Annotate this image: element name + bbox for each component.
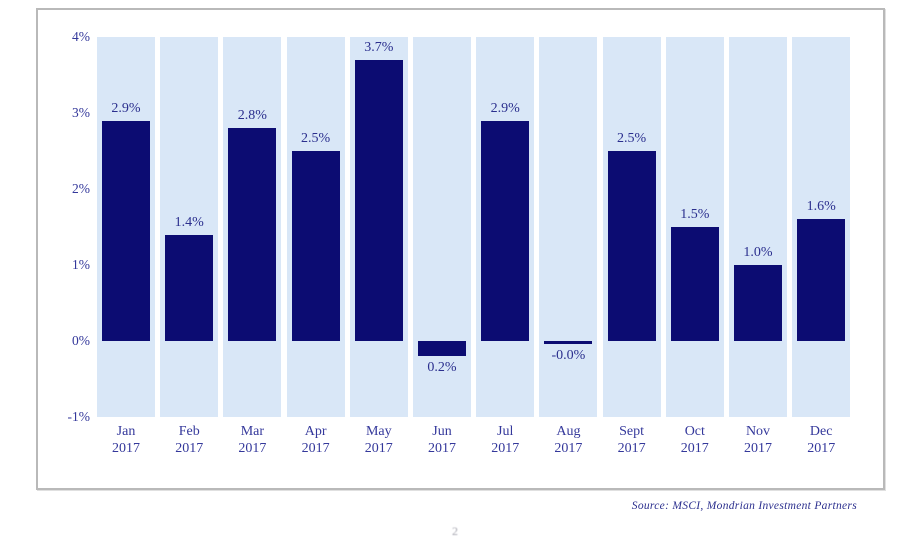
y-tick-label: 3% xyxy=(72,105,90,120)
bar xyxy=(481,120,530,341)
bar-value-label: 3.7% xyxy=(364,39,394,55)
bar-value-label: 2.5% xyxy=(617,131,647,146)
bar-value-label: 1.5% xyxy=(680,207,710,222)
bar-value-label: 2.9% xyxy=(490,100,520,116)
month-band xyxy=(539,37,598,417)
bar-value-label: 1.6% xyxy=(806,199,836,215)
x-tick-label: Jan 2017 xyxy=(112,424,140,456)
source-note: Source: MSCI, Mondrian Investment Partne… xyxy=(631,500,857,512)
bar-value-label: 0.2% xyxy=(427,360,457,376)
bar xyxy=(418,341,466,357)
bar-value-label: 1.4% xyxy=(174,214,204,230)
x-tick-label: Sept 2017 xyxy=(617,424,646,456)
plot-area: 2.9% 1.4% 2.8% 2.5% 3.7% 0.2% 2.9% -0.0% 2.5% 1.5… xyxy=(38,10,883,488)
bar xyxy=(102,120,150,341)
x-tick-label: May 2017 xyxy=(364,424,393,456)
x-tick-label: Feb 2017 xyxy=(175,424,204,456)
bar-value-label: 2.5% xyxy=(301,131,331,146)
x-tick-label: Apr 2017 xyxy=(301,424,330,456)
bar xyxy=(544,341,593,344)
page-number: 2 xyxy=(452,524,458,538)
x-tick-label: Jul 2017 xyxy=(491,424,520,456)
y-tick-label: 2% xyxy=(72,181,90,196)
bar-value-label: 2.8% xyxy=(237,108,267,124)
bar xyxy=(734,265,782,341)
bar xyxy=(354,59,403,341)
bar xyxy=(228,128,277,341)
y-tick-label: 1% xyxy=(72,257,90,272)
y-tick-label: 4% xyxy=(72,29,90,44)
month-band xyxy=(160,37,219,417)
bar-value-label: 2.9% xyxy=(111,100,141,116)
bar xyxy=(291,151,340,341)
x-tick-label: Oct 2017 xyxy=(680,424,709,456)
bar xyxy=(165,234,214,341)
x-axis: Jan 2017 Feb 2017 Mar 2017 Apr 2017 May 2017… xyxy=(38,10,883,488)
y-tick-label: 0% xyxy=(72,333,90,348)
x-tick-label: Aug 2017 xyxy=(554,424,583,456)
x-tick-label: Dec 2017 xyxy=(807,424,836,456)
bar xyxy=(797,219,846,341)
bar xyxy=(670,227,719,341)
bar xyxy=(607,151,656,341)
x-tick-label: Jun 2017 xyxy=(428,424,456,456)
month-band xyxy=(729,37,787,417)
y-axis: 4% 3% 2% 1% 0% -1% xyxy=(38,10,883,488)
bar-value-label: 1.0% xyxy=(743,245,773,260)
chart-frame: 2.9% 1.4% 2.8% 2.5% 3.7% 0.2% 2.9% -0.0% 2.5% 1.5… xyxy=(36,8,885,490)
x-tick-label: Mar 2017 xyxy=(238,424,267,456)
bar-value-label: -0.0% xyxy=(551,348,586,363)
x-tick-label: Nov 2017 xyxy=(744,424,772,456)
y-tick-label: -1% xyxy=(67,409,91,424)
